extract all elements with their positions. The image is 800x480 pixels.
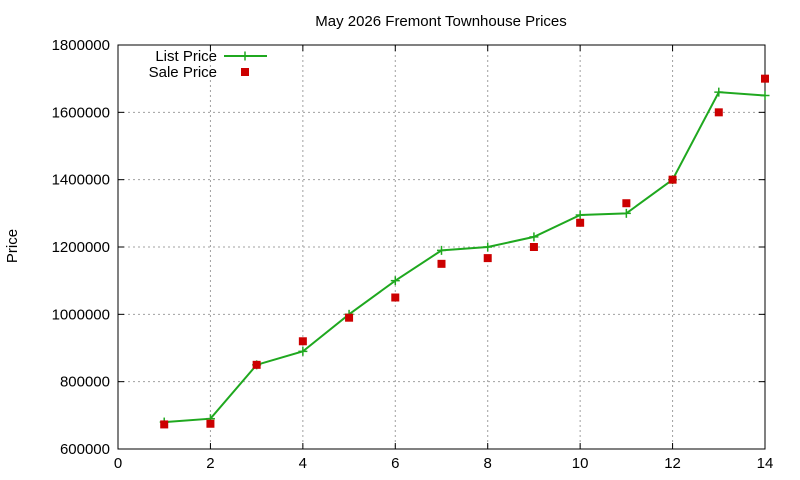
data-point — [621, 208, 631, 218]
data-point — [760, 91, 770, 100]
data-point — [298, 346, 308, 356]
data-point — [206, 419, 215, 428]
data-point — [483, 242, 493, 252]
data-point — [390, 276, 400, 286]
data-point — [668, 175, 677, 184]
data-point — [714, 87, 724, 97]
series-line — [164, 91, 766, 424]
data-point — [529, 243, 538, 251]
y-tick-label: 1000000 — [52, 306, 110, 323]
data-point — [761, 74, 769, 83]
data-point — [391, 293, 400, 302]
y-tick-label: 600000 — [60, 441, 110, 458]
legend-label: Sale Price — [149, 64, 217, 81]
x-tick-label: 4 — [299, 455, 307, 472]
x-tick-label: 6 — [391, 455, 399, 472]
data-point — [437, 259, 446, 268]
y-tick-label: 1400000 — [52, 172, 110, 189]
legend-marker — [241, 68, 249, 76]
y-axis-label: Price — [4, 229, 21, 263]
y-tick-label: 800000 — [60, 374, 110, 391]
legend-label: List Price — [155, 48, 217, 65]
data-point — [575, 210, 585, 220]
data-point — [714, 108, 723, 117]
x-tick-label: 8 — [484, 455, 492, 472]
data-point — [345, 313, 354, 322]
x-tick-label: 14 — [757, 455, 774, 472]
data-point — [252, 360, 261, 369]
x-tick-label: 12 — [664, 455, 681, 472]
data-point — [298, 337, 307, 346]
series-layer — [159, 74, 770, 429]
data-point — [529, 232, 539, 242]
chart-title: May 2026 Fremont Townhouse Prices — [315, 13, 567, 30]
legend-marker — [240, 51, 250, 61]
plot-border — [117, 44, 766, 450]
data-point — [576, 218, 585, 227]
y-tick-label: 1200000 — [52, 239, 110, 256]
x-tick-label: 2 — [206, 455, 214, 472]
y-tick-label: 1800000 — [52, 37, 110, 54]
x-tick-label: 10 — [572, 455, 589, 472]
data-point — [437, 245, 446, 255]
data-point — [622, 199, 631, 208]
data-point — [483, 254, 492, 263]
x-tick-label: 0 — [114, 455, 122, 472]
series-1 — [159, 87, 770, 427]
axis-ticks: 0 2 4 6 8 10 12 14 600000 800000 1000000 1200000 140… — [52, 37, 774, 472]
series-2 — [160, 74, 769, 429]
data-point — [160, 420, 169, 429]
y-tick-label: 1600000 — [52, 104, 110, 121]
